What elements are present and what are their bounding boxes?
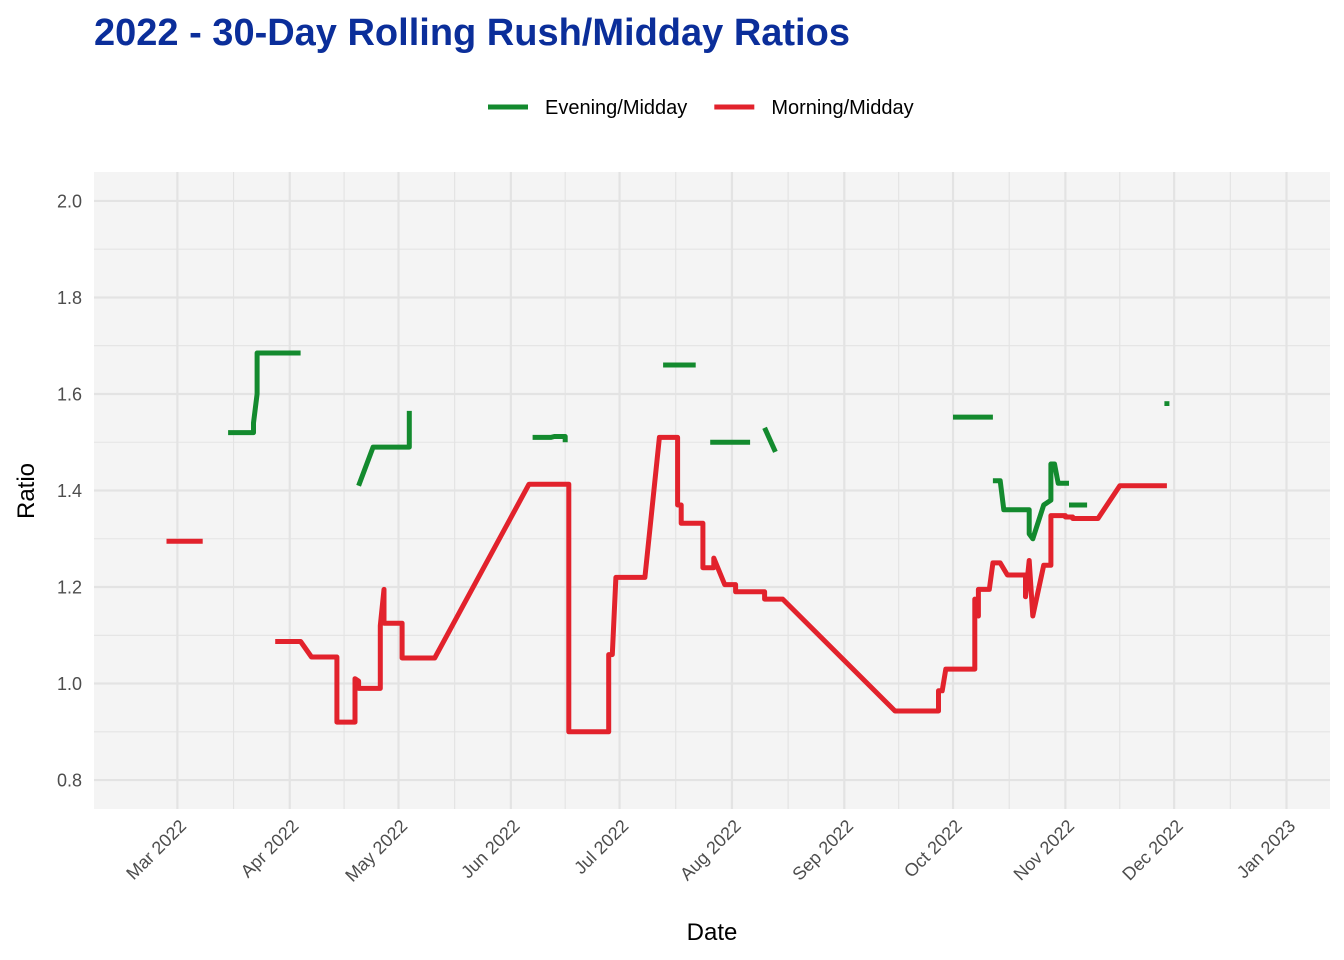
x-axis-title: Date	[687, 919, 738, 946]
x-tick-label: Jul 2022	[570, 816, 632, 878]
y-tick-label: 0.8	[57, 771, 82, 791]
legend: Evening/Midday Morning/Midday	[488, 97, 914, 119]
y-tick-label: 2.0	[57, 191, 82, 211]
y-tick-label: 1.6	[57, 384, 82, 404]
x-tick-label: Sep 2022	[788, 816, 857, 885]
series-morning-midday	[166, 434, 1167, 735]
y-axis-title: Ratio	[13, 463, 40, 519]
series-line-evening-midday	[532, 434, 568, 443]
series-layer	[166, 350, 1170, 735]
series-line-morning-midday	[275, 434, 1167, 735]
chart-title: 2022 - 30-Day Rolling Rush/Midday Ratios	[94, 12, 850, 54]
grid-major	[94, 172, 1330, 809]
series-line-evening-midday	[762, 426, 778, 453]
y-axis-ticks: 0.8 1.0 1.2 1.4 1.6 1.8 2.0	[57, 191, 82, 790]
x-tick-label: Oct 2022	[900, 816, 966, 882]
x-tick-label: Jun 2022	[457, 816, 524, 883]
x-tick-label: Mar 2022	[122, 816, 190, 884]
x-tick-label: Dec 2022	[1118, 816, 1187, 885]
series-line-evening-midday	[228, 350, 301, 436]
y-tick-label: 1.2	[57, 578, 82, 598]
legend-label-evening-midday: Evening/Midday	[545, 97, 687, 119]
x-tick-label: Nov 2022	[1010, 816, 1079, 885]
x-tick-label: Jan 2023	[1233, 816, 1300, 883]
y-tick-label: 1.8	[57, 288, 82, 308]
x-tick-label: Aug 2022	[676, 816, 745, 885]
y-tick-label: 1.0	[57, 674, 82, 694]
legend-label-morning-midday: Morning/Midday	[771, 97, 913, 119]
series-line-evening-midday	[992, 461, 1069, 542]
series-evening-midday	[228, 350, 1170, 542]
x-tick-label: May 2022	[341, 816, 411, 886]
x-axis-ticks: Mar 2022 Apr 2022 May 2022 Jun 2022 Jul 2022…	[122, 816, 1299, 886]
series-line-evening-midday	[356, 410, 412, 487]
y-tick-label: 1.4	[57, 481, 82, 501]
x-tick-label: Apr 2022	[237, 816, 303, 882]
